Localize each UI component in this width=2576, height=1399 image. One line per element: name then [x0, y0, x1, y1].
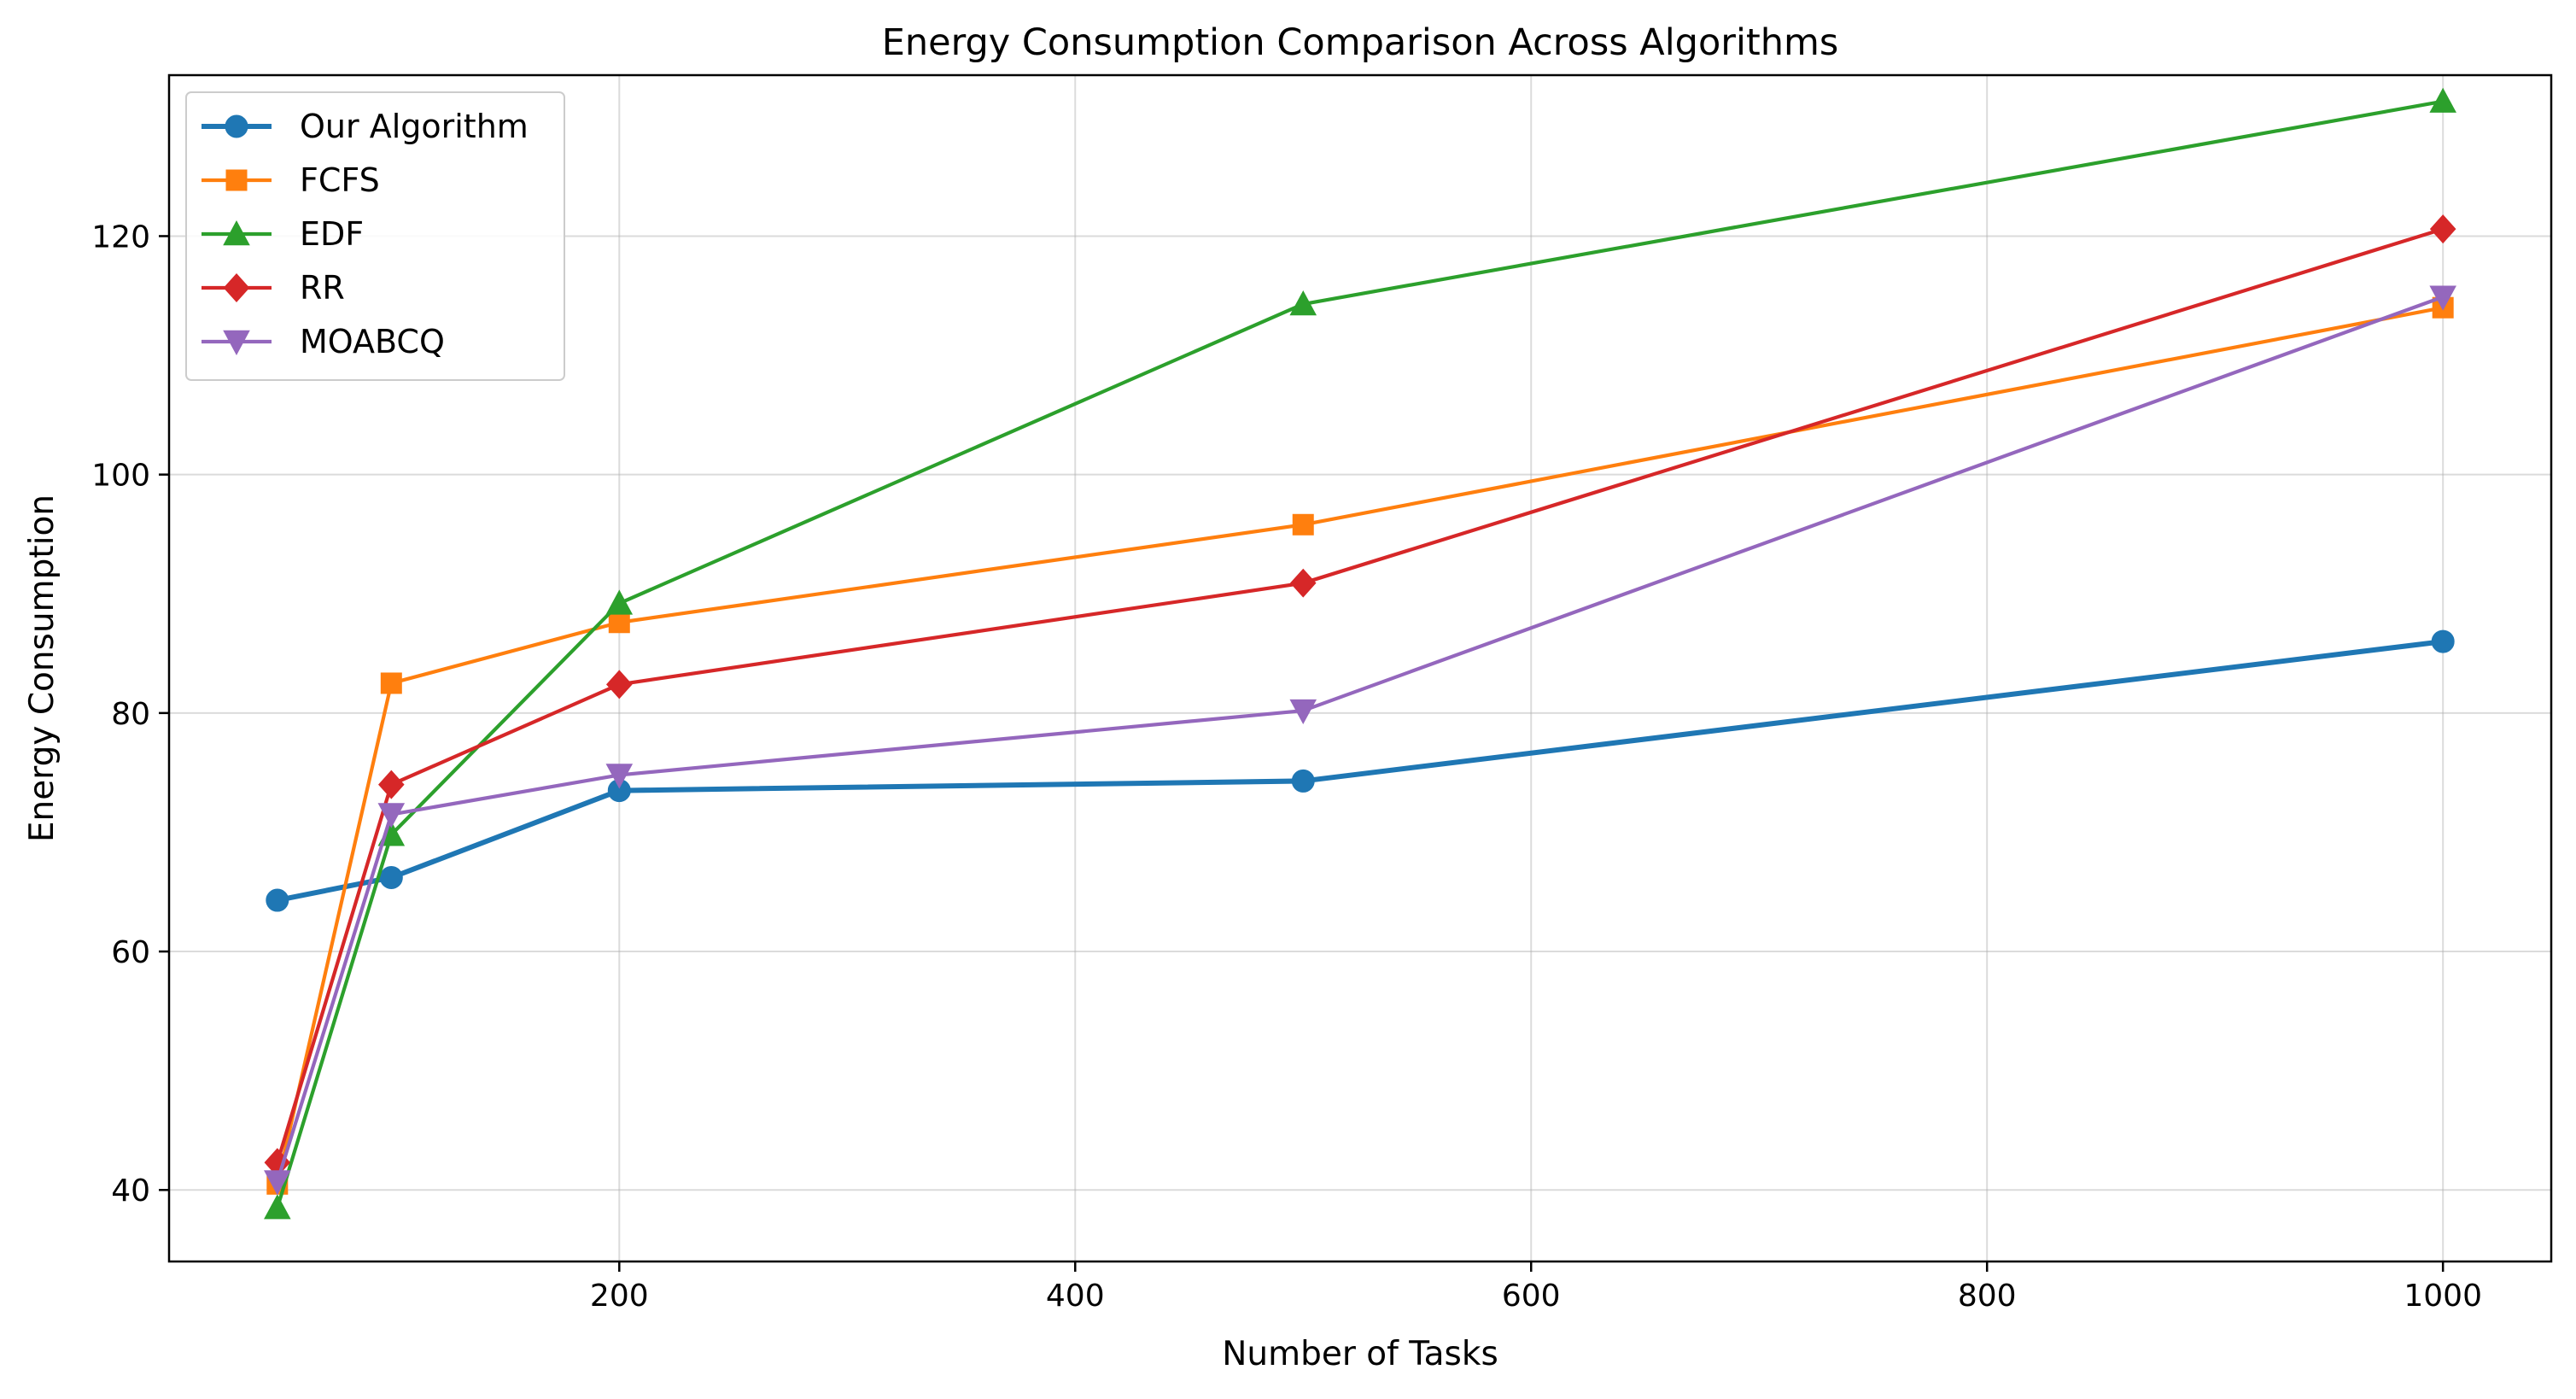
legend-label: EDF — [300, 215, 364, 253]
y-tick-label: 80 — [111, 697, 150, 732]
legend-item: RR — [202, 269, 345, 307]
data-point — [605, 764, 634, 789]
y-tick-label: 100 — [91, 459, 150, 494]
chart-title: Energy Consumption Comparison Across Alg… — [882, 21, 1839, 64]
series-lines — [264, 87, 2456, 1220]
x-tick-label: 200 — [590, 1279, 649, 1314]
legend-marker — [223, 220, 250, 246]
legend-marker — [223, 273, 250, 302]
y-tick-label: 40 — [111, 1174, 150, 1209]
data-point — [266, 888, 289, 912]
plot-area-frame — [167, 73, 2553, 1263]
legend-marker — [225, 169, 248, 191]
data-point — [377, 803, 406, 828]
data-point — [1289, 290, 1317, 316]
series-edf — [264, 87, 2456, 1220]
data-point — [264, 1194, 291, 1220]
legend-label: MOABCQ — [300, 323, 445, 360]
data-point — [380, 672, 402, 694]
y-tick-label: 60 — [111, 935, 150, 970]
data-point — [1289, 568, 1317, 598]
legend-label: Our Algorithm — [300, 108, 529, 145]
data-point — [2429, 214, 2456, 244]
x-tick-label: 1000 — [2404, 1279, 2482, 1314]
legend-label: RR — [300, 269, 345, 307]
legend-item: EDF — [202, 215, 364, 253]
legend-label: FCFS — [300, 161, 380, 199]
grid — [169, 75, 2551, 1261]
data-point — [378, 770, 405, 799]
legend-item: FCFS — [202, 161, 380, 199]
data-point — [1292, 513, 1314, 536]
series-moabcq — [264, 285, 2456, 1196]
legend-marker — [225, 114, 248, 138]
series-our-algorithm — [266, 629, 2455, 912]
data-point — [605, 589, 634, 615]
data-point — [2429, 87, 2456, 113]
legend-box — [185, 91, 565, 381]
legend-item: MOABCQ — [202, 323, 445, 360]
legend-item: Our Algorithm — [202, 108, 529, 145]
x-tick-label: 600 — [1502, 1279, 1561, 1314]
data-point — [2429, 285, 2456, 311]
data-point — [608, 612, 630, 634]
legend: Our Algorithm FCFS EDF RR MOABCQ — [185, 91, 565, 381]
x-tick-label: 800 — [1958, 1279, 2017, 1314]
data-point — [2431, 629, 2455, 653]
y-axis-label: Energy Consumption — [23, 495, 61, 842]
series-rr — [264, 214, 2456, 1178]
x-axis-ticks: 200 400 600 800 1000 — [590, 1261, 2482, 1314]
y-axis-ticks: 40 60 80 100 120 — [91, 220, 169, 1209]
y-tick-label: 120 — [91, 220, 150, 255]
data-point — [1291, 769, 1315, 793]
data-point — [264, 1170, 291, 1196]
data-point — [379, 865, 403, 889]
x-axis-label: Number of Tasks — [1222, 1335, 1498, 1373]
data-point — [605, 670, 633, 700]
data-point — [1289, 699, 1317, 725]
legend-marker — [223, 330, 250, 356]
x-tick-label: 400 — [1046, 1279, 1105, 1314]
